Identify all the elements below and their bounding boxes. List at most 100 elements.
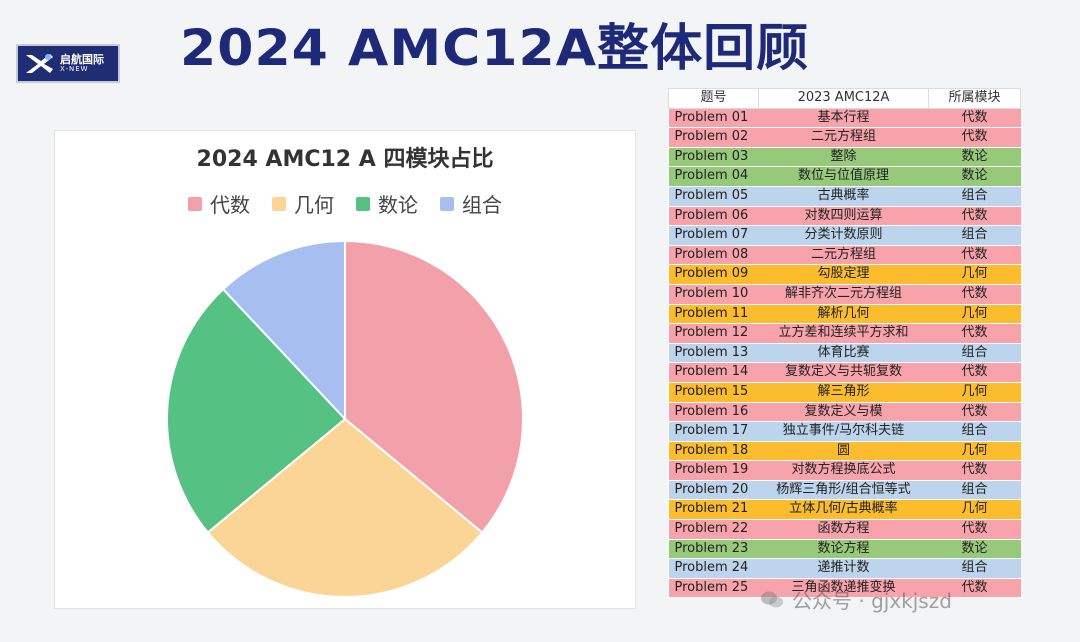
- topic-cell: 函数方程: [758, 519, 929, 540]
- table-row: Problem 23 数论方程 数论: [668, 539, 1021, 560]
- topic-cell: 杨辉三角形/组合恒等式: [758, 480, 929, 501]
- problem-number-cell: Problem 12: [668, 323, 759, 344]
- module-cell: 代数: [928, 108, 1021, 129]
- module-cell: 数论: [928, 166, 1021, 187]
- table-row: Problem 10 解非齐次二元方程组 代数: [668, 284, 1021, 305]
- module-cell: 几何: [928, 499, 1021, 521]
- problem-number-cell: Problem 18: [668, 441, 759, 462]
- watermark-text: 公众号 · gjxkjszd: [792, 589, 952, 613]
- topic-cell: 解析几何: [758, 304, 929, 325]
- legend-label: 数论: [378, 193, 418, 217]
- pie-slice: [344, 239, 524, 534]
- topic-cell: 分类计数原则: [758, 225, 929, 246]
- topic-cell: 独立事件/马尔科夫链: [758, 421, 929, 442]
- problem-number-cell: Problem 02: [668, 127, 759, 148]
- problem-number-cell: Problem 05: [668, 186, 759, 207]
- topic-cell: 解非齐次二元方程组: [758, 284, 929, 305]
- problem-number-cell: Problem 06: [668, 206, 759, 227]
- topic-cell: 古典概率: [758, 186, 929, 207]
- table-row: Problem 15 解三角形 几何: [668, 382, 1021, 403]
- module-cell: 组合: [928, 558, 1021, 579]
- table-header-row: 题号 2023 AMC12A 所属模块: [668, 88, 1021, 109]
- problem-number-cell: Problem 09: [668, 264, 759, 285]
- topic-cell: 二元方程组: [758, 245, 929, 266]
- problem-number-cell: Problem 08: [668, 245, 759, 266]
- topic-cell: 三角函数递推变换: [758, 578, 929, 599]
- brand-logo-text-group: 启航国际 X-NEW: [60, 54, 104, 74]
- pie-slice: [221, 239, 346, 422]
- problem-number-cell: Problem 21: [668, 499, 759, 521]
- module-cell: 组合: [928, 421, 1021, 442]
- module-cell: 数论: [928, 147, 1021, 168]
- legend-swatch: [188, 196, 202, 211]
- topic-cell: 基本行程: [758, 108, 929, 129]
- topic-cell: 圆: [758, 441, 929, 462]
- problem-table: 题号 2023 AMC12A 所属模块 Problem 01 基本行程 代数 Prob…: [668, 88, 1021, 599]
- module-cell: 代数: [928, 323, 1021, 344]
- module-cell: 代数: [928, 362, 1021, 383]
- table-row: Problem 19 对数方程换底公式 代数: [668, 460, 1021, 481]
- problem-number-cell: Problem 16: [668, 402, 759, 423]
- table-row: Problem 13 体育比赛 组合: [668, 343, 1021, 364]
- module-cell: 几何: [928, 304, 1021, 325]
- table-row: Problem 12 立方差和连续平方求和 代数: [668, 323, 1021, 344]
- problem-number-cell: Problem 14: [668, 362, 759, 383]
- module-cell: 几何: [928, 264, 1021, 285]
- header-topic: 2023 AMC12A: [758, 88, 929, 109]
- table-row: Problem 11 解析几何 几何: [668, 304, 1021, 325]
- module-cell: 数论: [928, 539, 1021, 560]
- module-cell: 代数: [928, 245, 1021, 266]
- problem-number-cell: Problem 13: [668, 343, 759, 364]
- module-cell: 代数: [928, 460, 1021, 481]
- topic-cell: 复数定义与共轭复数: [758, 362, 929, 383]
- legend-swatch: [356, 196, 370, 211]
- topic-cell: 递推计数: [758, 558, 929, 579]
- problem-number-cell: Problem 04: [668, 166, 759, 187]
- topic-cell: 体育比赛: [758, 343, 929, 364]
- pie-chart: [166, 239, 524, 598]
- table-row: Problem 01 基本行程 代数: [668, 108, 1021, 129]
- brand-logo-text: 启航国际: [60, 52, 104, 66]
- problem-number-cell: Problem 03: [668, 147, 759, 168]
- table-row: Problem 17 独立事件/马尔科夫链 组合: [668, 421, 1021, 442]
- legend-label: 几何: [294, 193, 334, 217]
- chart-legend: 代数 几何 数论 组合: [55, 189, 635, 218]
- module-cell: 代数: [928, 578, 1021, 599]
- problem-number-cell: Problem 11: [668, 304, 759, 325]
- topic-cell: 勾股定理: [758, 264, 929, 285]
- legend-label: 组合: [462, 193, 502, 217]
- topic-cell: 整除: [758, 147, 929, 168]
- problem-number-cell: Problem 07: [668, 225, 759, 246]
- table-row: Problem 02 二元方程组 代数: [668, 127, 1021, 148]
- topic-cell: 立体几何/古典概率: [758, 499, 929, 521]
- header-problem-number: 题号: [668, 88, 759, 109]
- table-row: Problem 21 立体几何/古典概率 几何: [668, 499, 1021, 521]
- topic-cell: 二元方程组: [758, 127, 929, 148]
- module-cell: 组合: [928, 186, 1021, 207]
- table-row: Problem 03 整除 数论: [668, 147, 1021, 168]
- module-cell: 代数: [928, 402, 1021, 423]
- table-row: Problem 06 对数四则运算 代数: [668, 206, 1021, 227]
- problem-number-cell: Problem 22: [668, 519, 759, 540]
- problem-number-cell: Problem 15: [668, 382, 759, 403]
- problem-table-wrap: 题号 2023 AMC12A 所属模块 Problem 01 基本行程 代数 Prob…: [668, 88, 1021, 599]
- brand-logo-subtext: X-NEW: [60, 65, 89, 74]
- topic-cell: 解三角形: [758, 382, 929, 403]
- legend-item: 几何: [272, 189, 334, 218]
- table-row: Problem 07 分类计数原则 组合: [668, 225, 1021, 246]
- legend-item: 组合: [440, 189, 502, 218]
- topic-cell: 数位与位值原理: [758, 166, 929, 187]
- table-row: Problem 16 复数定义与模 代数: [668, 402, 1021, 423]
- module-cell: 代数: [928, 284, 1021, 305]
- topic-cell: 复数定义与模: [758, 402, 929, 423]
- problem-number-cell: Problem 17: [668, 421, 759, 442]
- module-cell: 组合: [928, 225, 1021, 246]
- module-cell: 几何: [928, 382, 1021, 403]
- topic-cell: 数论方程: [758, 539, 929, 560]
- problem-number-cell: Problem 23: [668, 539, 759, 560]
- header-module: 所属模块: [928, 88, 1021, 109]
- table-row: Problem 04 数位与位值原理 数论: [668, 166, 1021, 187]
- module-cell: 代数: [928, 519, 1021, 540]
- table-row: Problem 25 三角函数递推变换 代数: [668, 578, 1021, 599]
- chart-title: 2024 AMC12 A 四模块占比: [196, 147, 494, 172]
